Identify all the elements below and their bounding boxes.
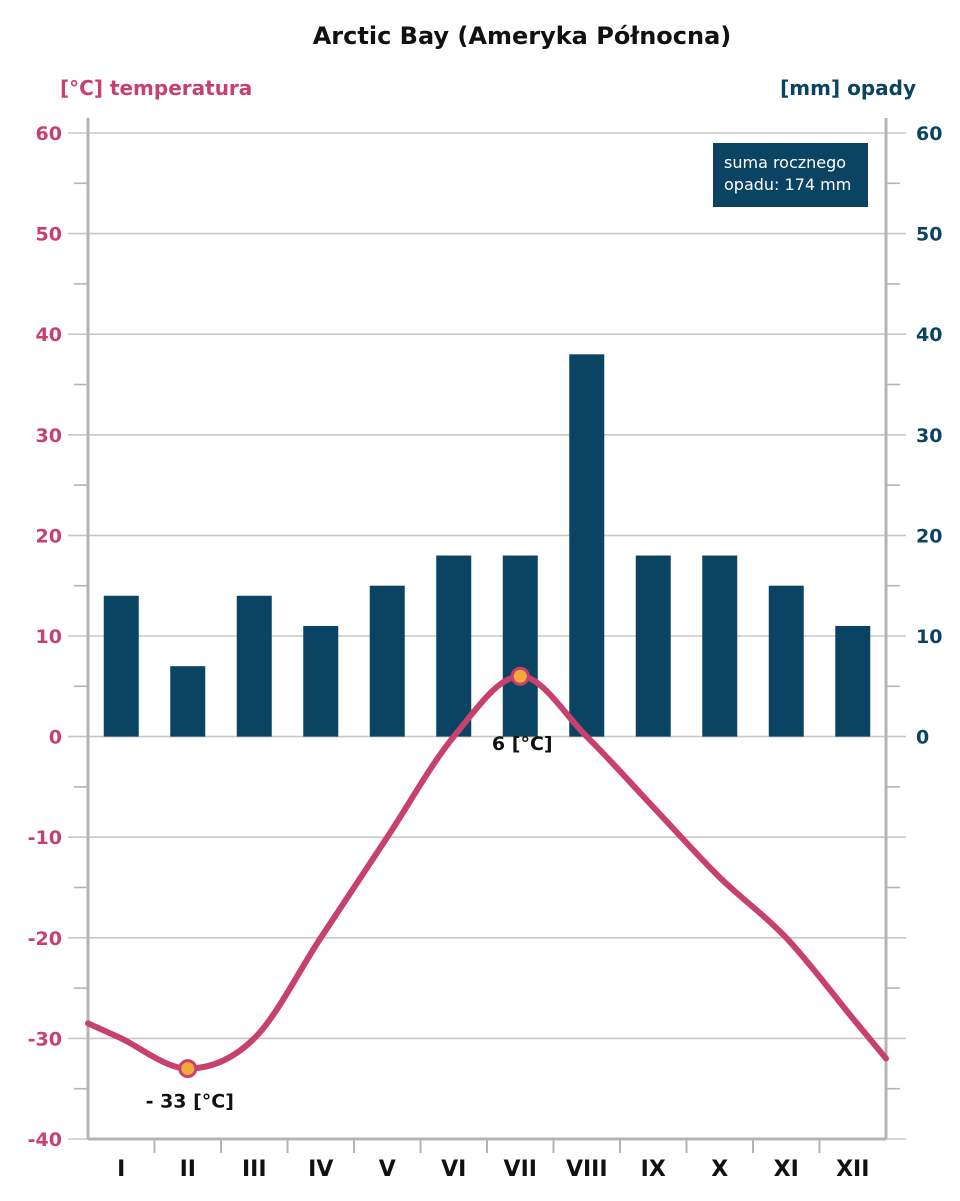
left-tick-label: -20 bbox=[28, 928, 62, 950]
left-tick-label: 50 bbox=[36, 224, 62, 246]
left-tick-label: 20 bbox=[36, 525, 62, 547]
right-axis-title: [mm] opady bbox=[780, 76, 916, 100]
precipitation-bar bbox=[369, 585, 405, 737]
left-tick-label: 10 bbox=[36, 626, 62, 648]
temperature-marker bbox=[178, 1059, 198, 1079]
month-label: IX bbox=[641, 1157, 666, 1182]
precipitation-bar bbox=[835, 625, 871, 737]
month-label: I bbox=[117, 1157, 125, 1182]
precipitation-bar bbox=[303, 625, 339, 737]
left-tick-label: -30 bbox=[28, 1028, 62, 1050]
precipitation-bar bbox=[635, 555, 671, 737]
precipitation-bar bbox=[768, 585, 804, 737]
precipitation-bar bbox=[170, 666, 206, 737]
left-tick-label: -10 bbox=[28, 827, 62, 849]
month-label: VII bbox=[504, 1157, 537, 1182]
month-label: XI bbox=[774, 1157, 799, 1182]
right-tick-label: 0 bbox=[916, 727, 929, 749]
left-axis-title: [°C] temperatura bbox=[60, 76, 252, 100]
right-tick-label: 60 bbox=[916, 123, 942, 145]
month-label: IV bbox=[308, 1157, 333, 1182]
temperature-annotation: 6 [°C] bbox=[492, 733, 553, 755]
precipitation-bar bbox=[502, 555, 538, 737]
month-label: V bbox=[379, 1157, 396, 1182]
left-tick-label: 0 bbox=[49, 727, 62, 749]
temperature-series bbox=[85, 666, 889, 1079]
summary-line-2: opadu: 174 mm bbox=[724, 175, 851, 194]
left-tick-label: -40 bbox=[28, 1129, 62, 1151]
summary-line-1: suma rocznego bbox=[724, 153, 846, 172]
left-tick-label: 40 bbox=[36, 324, 62, 346]
precipitation-bar bbox=[702, 555, 738, 737]
right-tick-label: 20 bbox=[916, 525, 942, 547]
axes bbox=[74, 118, 900, 1153]
right-tick-label: 40 bbox=[916, 324, 942, 346]
temperature-line bbox=[85, 673, 889, 1072]
precipitation-bar bbox=[436, 555, 472, 737]
month-label: XII bbox=[836, 1157, 869, 1182]
chart-title: Arctic Bay (Ameryka Północna) bbox=[313, 22, 732, 50]
precipitation-bar bbox=[236, 595, 272, 737]
temperature-marker bbox=[510, 666, 530, 686]
precipitation-bar bbox=[103, 595, 139, 737]
right-tick-label: 10 bbox=[916, 626, 942, 648]
month-label: III bbox=[242, 1157, 267, 1182]
month-label: X bbox=[711, 1157, 728, 1182]
month-label: VI bbox=[441, 1157, 466, 1182]
right-tick-label: 30 bbox=[916, 425, 942, 447]
left-tick-label: 30 bbox=[36, 425, 62, 447]
month-label: II bbox=[180, 1157, 196, 1182]
month-label: VIII bbox=[566, 1157, 608, 1182]
temperature-annotation: - 33 [°C] bbox=[146, 1091, 234, 1113]
precipitation-bars bbox=[103, 354, 871, 737]
right-tick-label: 50 bbox=[916, 224, 942, 246]
precipitation-bar bbox=[569, 354, 605, 737]
summary-box-background bbox=[713, 143, 868, 207]
left-tick-label: 60 bbox=[36, 123, 62, 145]
annual-precipitation-box: suma rocznego opadu: 174 mm bbox=[713, 143, 868, 207]
